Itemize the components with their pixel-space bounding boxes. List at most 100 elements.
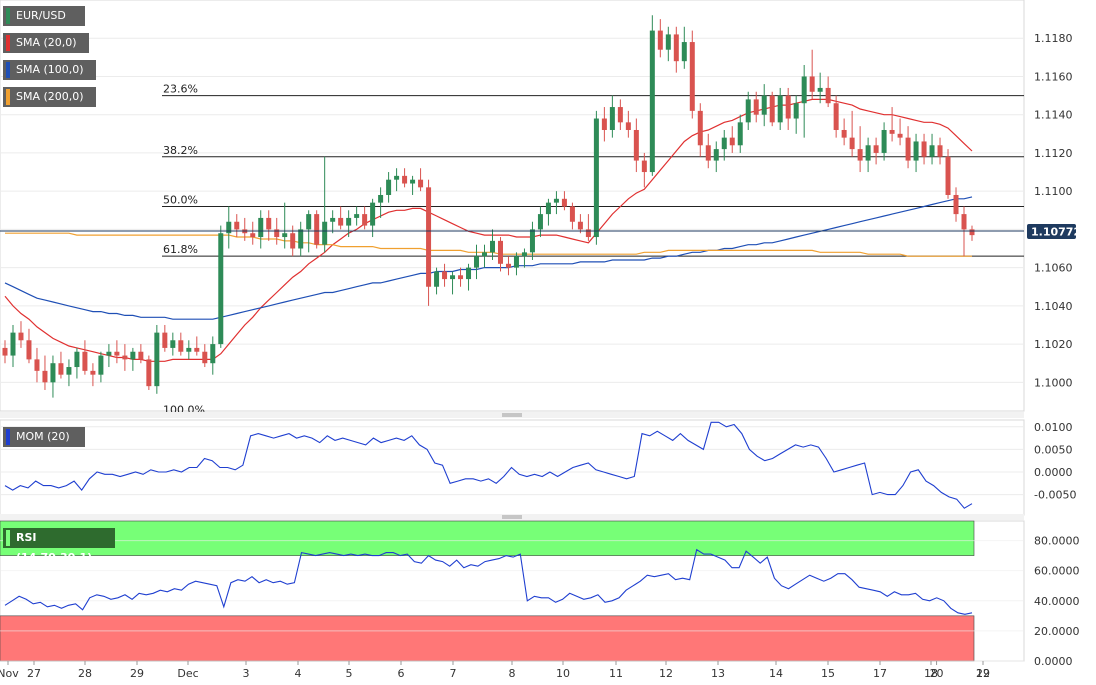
candle [585, 214, 591, 241]
candle-body [330, 217, 336, 222]
candle-body [466, 267, 472, 280]
rsi-zone [0, 520, 975, 556]
time-tick-label: 10 [556, 667, 570, 680]
momentum-color-swatch [6, 429, 10, 445]
momentum-tick-label: 0.0000 [1034, 466, 1073, 479]
price-tag-box [1027, 224, 1076, 239]
pane-resize-handle-2[interactable] [0, 514, 1024, 520]
candle-body [218, 233, 224, 345]
time-tick-label: 18 [924, 667, 938, 680]
candle-body [505, 263, 511, 268]
candle-body [769, 95, 775, 123]
candle [873, 137, 879, 165]
candle [617, 99, 623, 130]
candle [298, 221, 304, 257]
rsi-polyline [4, 548, 973, 615]
candle-body [346, 217, 352, 226]
time-tick-label: 3 [243, 667, 250, 680]
candle [170, 332, 176, 356]
candle [601, 107, 607, 142]
candle-body [793, 103, 799, 119]
candle-body [673, 34, 679, 62]
candle-body [641, 160, 647, 173]
candle [482, 244, 488, 268]
candle-body [474, 256, 480, 268]
candle [649, 15, 655, 176]
candle-body [130, 351, 136, 360]
candle [154, 324, 160, 394]
candle [442, 263, 448, 287]
sma20-legend[interactable]: SMA (20,0) [3, 33, 89, 53]
candle-body [426, 187, 432, 287]
candle-body [561, 198, 567, 207]
sma-line [4, 196, 973, 320]
candle-body [162, 332, 168, 348]
candle-body [290, 233, 296, 249]
candle [713, 141, 719, 173]
candle [74, 347, 80, 379]
candle [945, 149, 951, 199]
candle [777, 87, 783, 130]
candle [921, 133, 927, 165]
sma20-label: SMA (20,0) [16, 36, 77, 49]
candle [346, 210, 352, 238]
candle-body [146, 359, 152, 387]
rsi-line [4, 548, 973, 615]
candle-body [761, 95, 767, 115]
candle-body [657, 30, 663, 50]
time-tick-label: 6 [398, 667, 405, 680]
candle-body [849, 137, 855, 150]
candle-body [338, 217, 344, 226]
candle [258, 210, 264, 249]
candle-body [633, 129, 639, 161]
candle [969, 225, 975, 241]
momentum-legend[interactable]: MOM (20) [3, 427, 85, 447]
candle-body [50, 363, 56, 383]
candle-body [386, 179, 392, 195]
rsi-tick-label: 60.0000 [1034, 565, 1080, 578]
time-tick-label: 5 [346, 667, 353, 680]
candle [697, 103, 703, 157]
candle-body [66, 367, 72, 375]
rsi-tick-label: 0.0000 [1034, 655, 1073, 668]
candle [681, 26, 687, 69]
candle [138, 344, 144, 364]
candle [633, 118, 639, 173]
candle [553, 191, 559, 215]
candle-body [34, 359, 40, 371]
price-tick-label: 1.1120 [1034, 147, 1073, 160]
candle [913, 133, 919, 173]
candle [50, 355, 56, 398]
candle [410, 175, 416, 195]
price-grid [0, 37, 1024, 383]
candle-body [394, 175, 400, 180]
candle-body [881, 129, 887, 153]
symbol-legend[interactable]: EUR/USD [3, 6, 85, 26]
momentum-label: MOM (20) [16, 430, 70, 443]
symbol-label: EUR/USD [16, 9, 66, 22]
sma200-legend[interactable]: SMA (200,0) [3, 87, 96, 107]
price-tick-label: 1.1160 [1034, 70, 1073, 83]
candle-body [418, 179, 424, 188]
candle-body [178, 340, 184, 352]
sma100-legend[interactable]: SMA (100,0) [3, 60, 96, 80]
price-panel: 23.6%38.2%50.0%61.8%100.0% 1.11801.11601… [0, 0, 1076, 418]
candle-body [729, 137, 735, 146]
candle [10, 324, 16, 368]
candle-body [2, 347, 8, 356]
pane-resize-handle-1[interactable] [0, 412, 1024, 418]
rsi-legend[interactable]: RSI (14,70,30,1) [3, 528, 115, 564]
candle [18, 321, 24, 348]
candle [673, 26, 679, 73]
candle [66, 359, 72, 387]
time-tick-label: 29 [130, 667, 144, 680]
candle [497, 237, 503, 272]
candle [505, 256, 511, 276]
sma20-color-swatch [6, 35, 10, 51]
candle-body [809, 76, 815, 92]
candle-body [298, 229, 304, 249]
candlesticks [2, 15, 975, 398]
candle-body [625, 122, 631, 130]
candle [593, 110, 599, 245]
time-tick-label: 11 [609, 667, 623, 680]
